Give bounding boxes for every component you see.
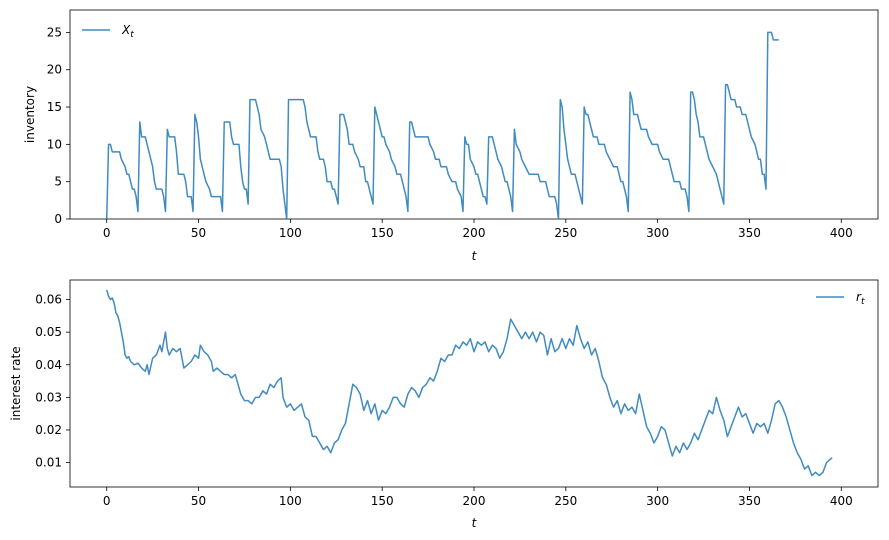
inventory-legend-main: X — [121, 23, 131, 37]
interest-rate-legend-subscript: t — [861, 297, 865, 307]
interest-rate-x-tick-label: 100 — [279, 494, 302, 508]
interest-rate-panel: 0 50 100 150 200 250 300 350 400 0.010.020.030.0… — [9, 279, 879, 530]
inventory-x-tick-label: 0 — [103, 226, 111, 240]
interest-rate-y-tick-label: 0.06 — [35, 293, 62, 307]
interest-rate-legend: rt — [806, 286, 872, 314]
interest-rate-x-tick-label: 400 — [830, 494, 853, 508]
interest-rate-x-tick-label: 150 — [371, 494, 394, 508]
inventory-y-tick-label: 20 — [47, 63, 62, 77]
inventory-legend: Xt — [76, 16, 146, 44]
interest-rate-y-tick-label: 0.04 — [35, 358, 62, 372]
inventory-y-tick-label: 5 — [54, 175, 62, 189]
interest-rate-y-axis-label: interest rate — [9, 346, 23, 420]
inventory-x-tick-label: 400 — [830, 226, 853, 240]
inventory-y-tick-label: 25 — [47, 25, 62, 39]
interest-rate-x-tick-label: 50 — [191, 494, 206, 508]
interest-rate-legend-main: r — [856, 290, 862, 304]
interest-rate-x-ticks: 0 50 100 150 200 250 300 350 400 — [103, 487, 853, 508]
inventory-y-tick-label: 0 — [54, 212, 62, 226]
interest-rate-x-axis-label: t — [472, 516, 478, 530]
inventory-panel: 0 50 100 150 200 250 300 350 400 0 5 10 15 20 25 t in… — [23, 9, 879, 263]
inventory-y-axis-label: inventory — [23, 86, 37, 143]
interest-rate-series-line — [106, 289, 833, 477]
interest-rate-y-tick-label: 0.01 — [35, 456, 62, 470]
interest-rate-legend-label: rt — [856, 290, 865, 307]
inventory-legend-label: Xt — [121, 23, 134, 40]
interest-rate-x-tick-label: 250 — [554, 494, 577, 508]
inventory-x-tick-label: 200 — [463, 226, 486, 240]
inventory-y-tick-label: 10 — [47, 137, 62, 151]
inventory-legend-box — [76, 16, 146, 44]
interest-rate-x-tick-label: 350 — [738, 494, 761, 508]
inventory-y-tick-label: 15 — [47, 100, 62, 114]
interest-rate-y-tick-label: 0.02 — [35, 423, 62, 437]
inventory-x-axis-label: t — [472, 249, 478, 263]
inventory-x-tick-label: 350 — [738, 226, 761, 240]
interest-rate-series-lines — [106, 289, 833, 477]
inventory-series-line — [105, 31, 779, 220]
inventory-legend-subscript: t — [130, 30, 134, 40]
interest-rate-y-tick-label: 0.03 — [35, 390, 62, 404]
inventory-x-tick-label: 150 — [371, 226, 394, 240]
inventory-y-ticks: 0 5 10 15 20 25 — [47, 25, 70, 226]
inventory-x-tick-label: 300 — [646, 226, 669, 240]
interest-rate-x-tick-label: 200 — [463, 494, 486, 508]
interest-rate-y-ticks: 0.01 0.02 0.03 0.04 0.05 0.06 — [35, 293, 70, 470]
interest-rate-x-tick-label: 0 — [103, 494, 111, 508]
interest-rate-legend-box — [806, 286, 872, 314]
interest-rate-x-tick-label: 300 — [646, 494, 669, 508]
inventory-x-tick-label: 250 — [554, 226, 577, 240]
interest-rate-y-tick-label: 0.05 — [35, 325, 62, 339]
inventory-x-ticks: 0 50 100 150 200 250 300 350 400 — [103, 219, 853, 240]
inventory-series-lines — [105, 31, 779, 220]
inventory-x-tick-label: 50 — [191, 226, 206, 240]
inventory-x-tick-label: 100 — [279, 226, 302, 240]
